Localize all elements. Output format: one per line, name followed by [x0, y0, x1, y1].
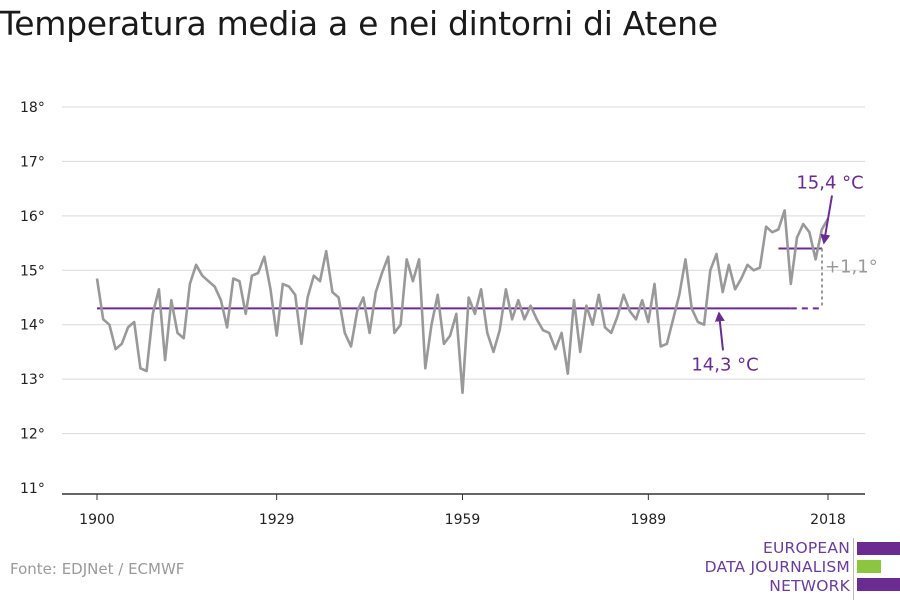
- edjnet-logo: EUROPEAN DATA JOURNALISM NETWORK: [690, 538, 900, 600]
- x-tick-label: 1900: [79, 512, 115, 528]
- y-tick-label: 12°: [20, 427, 45, 443]
- x-tick-label: 2018: [810, 512, 846, 528]
- source-note: Fonte: EDJNet / ECMWF: [10, 560, 185, 578]
- x-tick-label: 1929: [259, 512, 295, 528]
- logo-bar-purple-bottom: [857, 578, 900, 591]
- y-tick-label: 14°: [20, 318, 45, 334]
- baseline-label: 14,3 °C: [691, 354, 758, 375]
- axis-layer: 11° 12° 13° 14° 15° 16° 17° 18° 1900 1929 1959 1989…: [20, 100, 865, 528]
- x-tick-label: 1959: [445, 512, 481, 528]
- series-layer: [95, 209, 830, 395]
- temperature-series-line: [95, 209, 830, 395]
- recent-arrow: [820, 195, 833, 245]
- y-tick-label: 16°: [20, 209, 45, 225]
- logo-line-1: EUROPEAN: [762, 539, 850, 557]
- logo-bar-green: [857, 560, 881, 573]
- chart-title: Temperatura media a e nei dintorni di At…: [0, 4, 718, 43]
- y-tick-label: 13°: [20, 372, 45, 388]
- y-tick-label: 11°: [20, 481, 45, 497]
- x-tick-label: 1989: [631, 512, 667, 528]
- y-tick-label: 15°: [20, 263, 45, 279]
- logo-divider: [853, 538, 854, 600]
- logo-line-2: DATA JOURNALISM: [704, 558, 850, 576]
- baseline-arrow: [714, 311, 725, 351]
- logo-bar-purple-top: [857, 542, 900, 555]
- difference-label: +1,1°: [825, 256, 878, 277]
- annotations-layer: 14,3 °C 15,4 °C +1,1°: [691, 173, 877, 376]
- logo-line-3: NETWORK: [769, 577, 850, 595]
- y-tick-label: 17°: [20, 154, 45, 170]
- y-tick-label: 18°: [20, 100, 45, 116]
- recent-label: 15,4 °C: [796, 173, 863, 194]
